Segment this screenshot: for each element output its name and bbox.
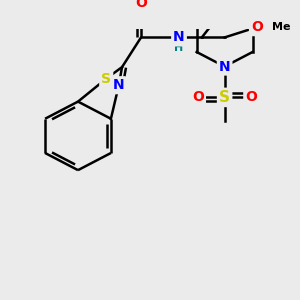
Text: O: O: [192, 90, 204, 104]
Text: N: N: [113, 78, 124, 92]
Text: N: N: [219, 60, 230, 74]
Text: N: N: [173, 30, 185, 44]
Text: S: S: [101, 72, 111, 86]
Text: S: S: [219, 90, 230, 105]
Text: O: O: [135, 0, 147, 10]
Text: Me: Me: [272, 22, 290, 32]
Text: H: H: [174, 43, 184, 53]
Text: O: O: [245, 90, 257, 104]
Text: O: O: [251, 20, 263, 34]
